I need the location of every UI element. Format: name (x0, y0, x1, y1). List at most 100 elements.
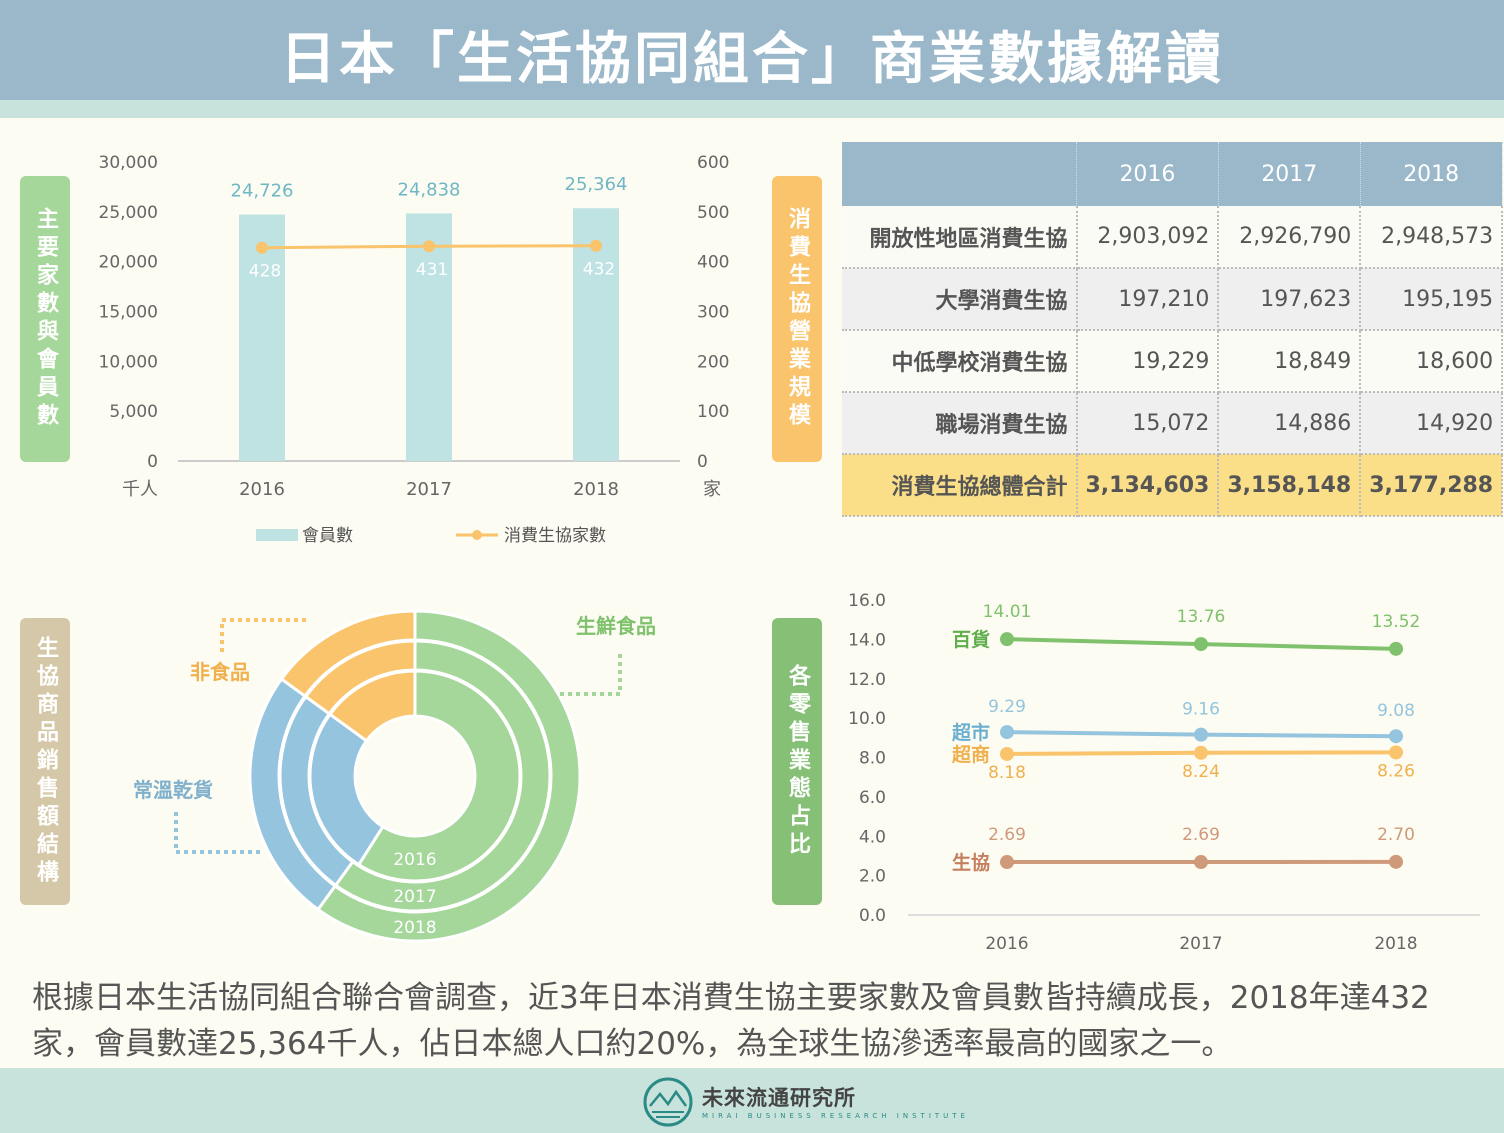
table-cell: 18,849 (1218, 330, 1362, 393)
y-right-tick-label: 0 (697, 452, 708, 472)
callout-line-fresh (560, 652, 622, 696)
members-chart: 30,000 25,000 20,000 15,000 10,000 5,000 0 600 5… (99, 153, 730, 546)
table-col-header: 2016 (1076, 142, 1219, 206)
x-tick-label: 2016 (985, 934, 1028, 954)
brand-logo-icon (643, 1077, 693, 1127)
y-left-tick-label: 15,000 (99, 303, 158, 323)
table-cell: 2,948,573 (1360, 206, 1504, 269)
series-name-label: 生協 (952, 851, 990, 874)
x-tick-label: 2017 (1179, 934, 1222, 954)
series-point (1194, 745, 1208, 760)
table-row-label: 中低學校消費生協 (842, 330, 1078, 393)
series-point (1389, 745, 1403, 760)
label-members-text: 主要家數與會員數 (33, 207, 58, 431)
series-name-label: 百貨 (952, 628, 990, 651)
label-products: 生協商品銷售額結構 (20, 618, 70, 905)
x-tick-label: 2018 (573, 479, 619, 500)
y-tick-label: 12.0 (848, 670, 886, 690)
table-cell: 3,177,288 (1360, 454, 1504, 517)
bar-data-label: 25,364 (565, 174, 628, 195)
y-left-tick-label: 10,000 (99, 352, 158, 372)
series-data-label: 14.01 (983, 602, 1032, 622)
table-cell: 19,229 (1076, 330, 1220, 393)
y-left-tick-label: 30,000 (99, 153, 158, 173)
y-tick-label: 16.0 (848, 591, 886, 611)
y-right-tick-label: 300 (697, 303, 729, 323)
series-point (1000, 746, 1014, 761)
table-cell: 14,886 (1218, 392, 1362, 455)
table-cell: 197,623 (1218, 268, 1362, 331)
table-row-label: 開放性地區消費生協 (842, 206, 1078, 269)
legend-label-bar: 會員數 (302, 526, 353, 546)
line-data-label: 431 (416, 260, 448, 280)
brand-subtitle: MIRAI BUSINESS RESEARCH INSTITUTE (702, 1112, 969, 1120)
y-left-tick-label: 25,000 (99, 203, 158, 223)
series-data-label: 2.69 (988, 825, 1026, 845)
line-point (590, 239, 602, 252)
header-bar (0, 0, 1504, 100)
series-data-label: 8.26 (1377, 761, 1415, 781)
category-label-nonfood: 非食品 (190, 660, 250, 684)
table-cell: 3,158,148 (1218, 454, 1362, 517)
legend-label-line: 消費生協家數 (504, 526, 606, 546)
label-scale-text: 消費生協營業規模 (785, 207, 810, 431)
series-point (1000, 632, 1014, 647)
table-col-header: 2018 (1360, 142, 1503, 206)
series-point (1389, 854, 1403, 869)
table-total-row: 消費生協總體合計 3,134,603 3,158,148 3,177,288 (842, 454, 1504, 517)
label-retail-text: 各零售業態占比 (785, 663, 810, 860)
y-tick-label: 14.0 (848, 630, 886, 650)
series-data-label: 8.24 (1182, 762, 1220, 782)
bar-data-label: 24,838 (398, 179, 461, 200)
label-members: 主要家數與會員數 (20, 176, 70, 462)
table-row: 中低學校消費生協 19,229 18,849 18,600 (842, 330, 1504, 393)
y-tick-label: 0.0 (859, 906, 886, 926)
donut-slice (279, 609, 417, 699)
y-left-tick-label: 0 (147, 452, 158, 472)
table-cell: 197,210 (1076, 268, 1220, 331)
table-cell: 18,600 (1360, 330, 1504, 393)
table-row-label: 職場消費生協 (842, 392, 1078, 455)
x-tick-label: 2018 (1374, 934, 1417, 954)
table-cell: 2,903,092 (1076, 206, 1220, 269)
table-row: 開放性地區消費生協 2,903,092 2,926,790 2,948,573 (842, 206, 1504, 269)
legend-swatch-point (472, 530, 482, 540)
donut-ring-label: 2018 (393, 918, 436, 938)
page-title: 日本「生活協同組合」商業數據解讀 (280, 27, 1224, 92)
table-cell: 2,926,790 (1218, 206, 1362, 269)
table-cell: 3,134,603 (1076, 454, 1220, 517)
scale-table: 2016 2017 2018 開放性地區消費生協 2,903,092 2,926… (842, 142, 1504, 517)
series-name-label: 超商 (951, 743, 990, 766)
table-col-header: 2017 (1218, 142, 1361, 206)
table-cell: 14,920 (1360, 392, 1504, 455)
table-row: 職場消費生協 15,072 14,886 14,920 (842, 392, 1504, 455)
label-products-text: 生協商品銷售額結構 (33, 635, 58, 888)
y-right-unit: 家 (703, 479, 721, 500)
y-left-tick-label: 20,000 (99, 253, 158, 273)
y-left-unit: 千人 (122, 479, 158, 500)
series-point (1000, 855, 1014, 870)
series-point (1194, 637, 1208, 652)
table-row-label: 大學消費生協 (842, 268, 1078, 331)
series-data-label: 2.70 (1377, 825, 1415, 845)
y-right-tick-label: 200 (697, 352, 729, 372)
line-point (256, 241, 268, 254)
brand-name: 未來流通研究所 (702, 1086, 856, 1110)
series-data-label: 13.76 (1177, 607, 1226, 627)
series-data-label: 8.18 (988, 763, 1026, 783)
series-point (1194, 727, 1208, 742)
table-cell: 195,195 (1360, 268, 1504, 331)
donut-ring-label: 2017 (393, 887, 436, 907)
x-tick-label: 2017 (406, 479, 452, 500)
series-data-label: 9.16 (1182, 700, 1220, 720)
donut-ring-label: 2016 (393, 850, 436, 870)
line-data-label: 432 (583, 260, 615, 280)
series-point (1389, 641, 1403, 656)
y-tick-label: 4.0 (859, 827, 886, 847)
table-corner (842, 142, 1077, 206)
category-label-dry: 常溫乾貨 (133, 778, 213, 802)
label-retail: 各零售業態占比 (772, 618, 822, 905)
y-left-tick-label: 5,000 (109, 402, 158, 422)
table-cell: 15,072 (1076, 392, 1220, 455)
